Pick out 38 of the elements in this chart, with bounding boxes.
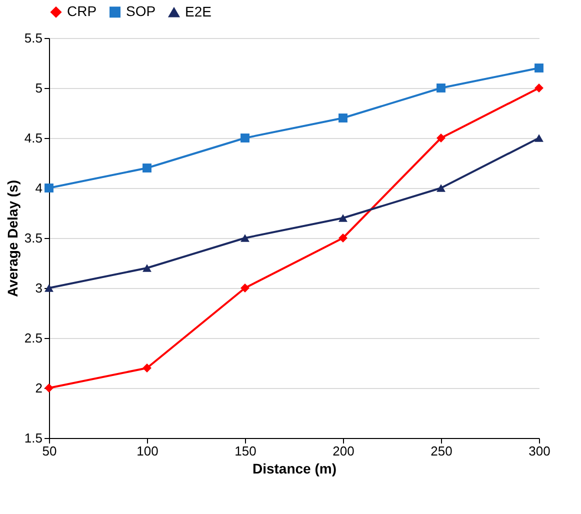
point: [142, 364, 152, 372]
y-tick-label: 3: [35, 280, 42, 296]
y-tick-label: 1.5: [24, 430, 42, 446]
legend-label: SOP: [126, 3, 156, 20]
x-tick-label: 250: [430, 444, 452, 458]
point: [338, 114, 348, 122]
point: [338, 214, 348, 222]
point: [534, 84, 544, 92]
point: [240, 234, 250, 242]
x-axis-title: Distance (m): [252, 460, 337, 476]
x-tick-label: 100: [136, 444, 158, 458]
legend-label: CRP: [67, 3, 97, 20]
point: [436, 134, 446, 142]
point: [534, 134, 544, 142]
point: [436, 84, 446, 92]
point: [534, 64, 544, 72]
y-tick-label: 4.5: [24, 130, 42, 146]
x-tick-label: 200: [332, 444, 354, 458]
y-tick-label: 4: [35, 180, 42, 196]
x-tick-label: 150: [234, 444, 256, 458]
y-tick-label: 2: [35, 380, 42, 396]
point: [44, 184, 54, 192]
point: [142, 264, 152, 272]
x-tick-label: 300: [528, 444, 550, 458]
x-tick-label: 50: [42, 444, 57, 458]
y-tick-label: 2.5: [24, 330, 42, 346]
point: [436, 184, 446, 192]
y-tick-label: 3.5: [24, 230, 42, 246]
point: [240, 284, 250, 292]
point: [142, 164, 152, 172]
point: [338, 234, 348, 242]
point: [44, 384, 54, 392]
point: [44, 284, 54, 292]
y-axis-title: Average Delay (s): [4, 180, 20, 297]
legend-label: E2E: [185, 3, 212, 20]
y-tick-label: 5: [35, 80, 42, 96]
point: [240, 134, 250, 142]
y-tick-label: 5.5: [24, 30, 42, 46]
